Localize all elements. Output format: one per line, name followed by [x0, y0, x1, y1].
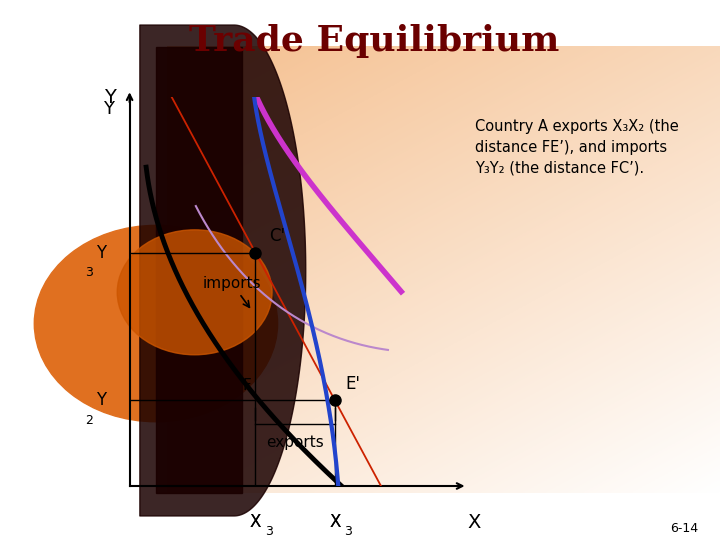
Text: 2: 2 [85, 414, 93, 427]
Circle shape [35, 225, 278, 422]
Text: X: X [250, 513, 261, 531]
Text: Trade Equilibrium: Trade Equilibrium [189, 24, 559, 58]
Text: Y: Y [96, 244, 107, 262]
Text: Y: Y [96, 392, 107, 409]
Bar [156, 47, 242, 493]
Text: Y: Y [102, 100, 114, 118]
Text: imports: imports [202, 276, 261, 307]
Circle shape [117, 230, 272, 355]
Text: exports: exports [266, 435, 324, 450]
Text: X: X [329, 513, 341, 531]
Text: E': E' [345, 375, 360, 393]
Text: X: X [467, 513, 481, 532]
Text: 3: 3 [265, 525, 273, 538]
Text: Y: Y [104, 87, 116, 107]
Text: 3: 3 [344, 525, 352, 538]
Text: C': C' [269, 227, 285, 245]
Text: X: X [329, 513, 341, 531]
Text: X: X [250, 513, 261, 531]
Text: 3: 3 [85, 266, 93, 279]
Text: F: F [242, 377, 251, 393]
Text: Country A exports X₃X₂ (the
distance FE’), and imports
Y₃Y₂ (the distance FC’).: Country A exports X₃X₂ (the distance FE’… [475, 119, 679, 176]
Text: 6-14: 6-14 [670, 522, 698, 535]
